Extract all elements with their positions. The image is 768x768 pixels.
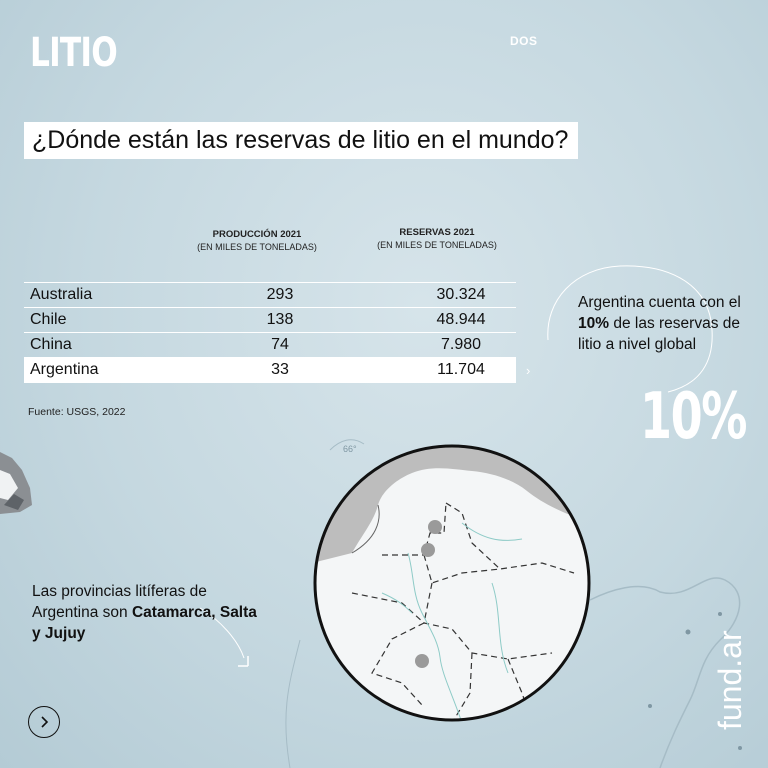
episode-label: DOS [510, 34, 538, 48]
table-row: China 74 7.980 [24, 333, 516, 358]
column-title: RESERVAS 2021 [399, 227, 475, 238]
country-cell: Argentina [30, 361, 99, 378]
production-cell: 74 [271, 336, 289, 353]
callout-text: Argentina cuenta con el 10% de las reser… [578, 292, 748, 355]
country-cell: Chile [30, 311, 67, 328]
argentina-north-map [312, 443, 592, 723]
brand-logo: LITIO [30, 30, 118, 76]
province-marker [428, 520, 442, 534]
lithium-table: Australia 293 30.324 Chile 138 48.944 Ch… [24, 282, 516, 383]
chevron-right-icon [41, 716, 49, 728]
callout-pre: Argentina cuenta con el [578, 294, 741, 311]
callout-post: de las reservas de litio a nivel global [578, 315, 740, 353]
page-title: ¿Dónde están las reservas de litio en el… [24, 122, 579, 159]
reserves-cell: 7.980 [440, 336, 482, 353]
site-logo: fund.ar [712, 630, 748, 730]
provinces-arc [238, 656, 249, 667]
production-cell: 138 [266, 311, 294, 328]
province-marker [421, 543, 435, 557]
table-row: Chile 138 48.944 [24, 308, 516, 333]
map-label: 66° [343, 444, 357, 454]
callout-bold: 10% [578, 315, 610, 332]
production-cell: 33 [271, 361, 289, 378]
next-button[interactable] [28, 706, 60, 738]
column-header-reserves: RESERVAS 2021 (EN MILES DE TONELADAS) [362, 227, 512, 251]
column-subtitle: (EN MILES DE TONELADAS) [377, 240, 497, 250]
column-header-production: PRODUCCIÓN 2021 (EN MILES DE TONELADAS) [180, 229, 334, 253]
country-cell: China [30, 336, 72, 353]
reserves-cell: 48.944 [436, 311, 486, 328]
source-note: Fuente: USGS, 2022 [28, 406, 126, 418]
column-subtitle: (EN MILES DE TONELADAS) [197, 242, 317, 252]
provinces-pre: Las provincias litíferas de Argentina so… [32, 583, 207, 621]
country-cell: Australia [30, 286, 93, 303]
reserves-cell: 30.324 [436, 286, 486, 303]
callout-stat: 10% [640, 380, 747, 454]
column-title: PRODUCCIÓN 2021 [212, 229, 302, 240]
table-row: Australia 293 30.324 [24, 282, 516, 308]
table-row-highlighted: Argentina 33 11.704 [24, 358, 516, 383]
reserves-cell: 11.704 [437, 361, 485, 378]
provinces-bold: Catamarca, Salta y Jujuy [32, 604, 257, 642]
provinces-text: Las provincias litíferas de Argentina so… [32, 581, 262, 644]
row-pointer-icon: › [526, 363, 531, 378]
callout-arc [547, 265, 713, 393]
production-cell: 293 [266, 286, 294, 303]
province-marker [415, 654, 429, 668]
